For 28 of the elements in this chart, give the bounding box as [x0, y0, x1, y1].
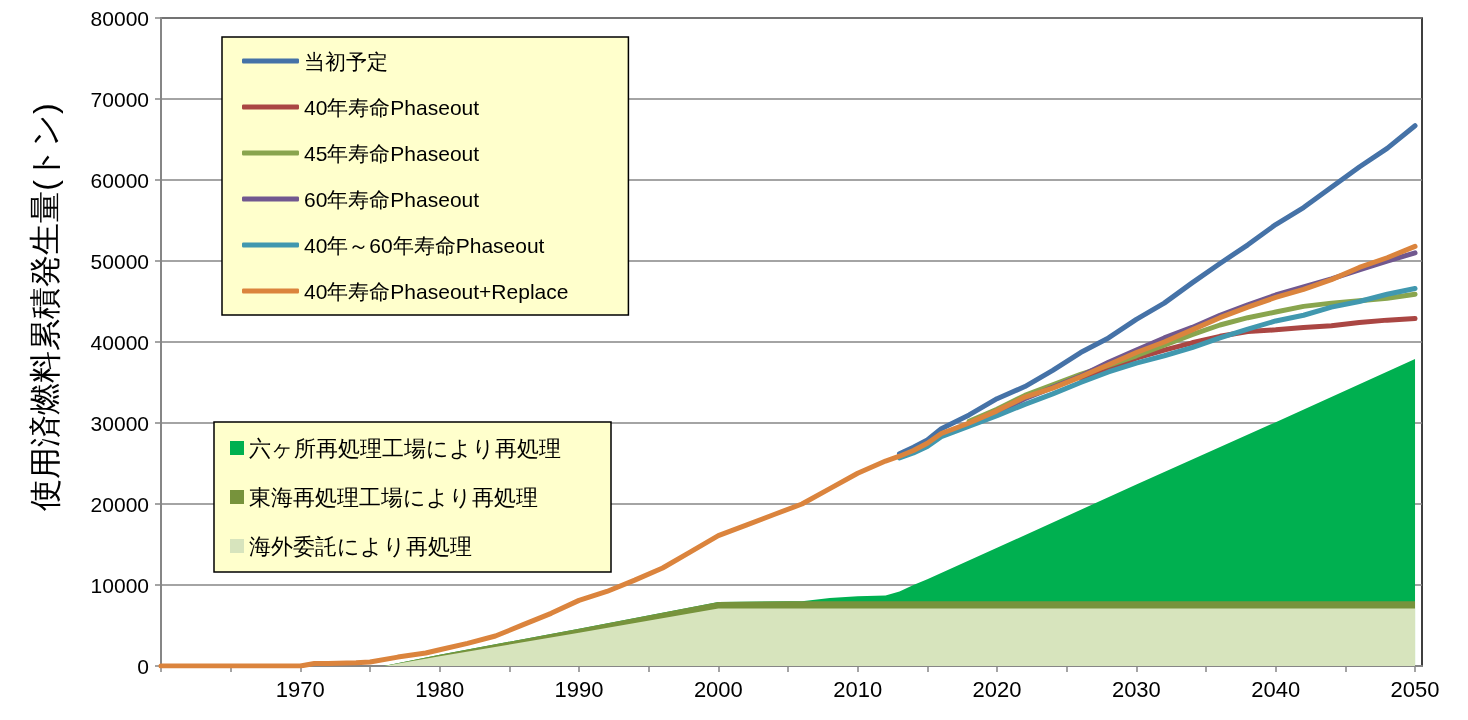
legend-label: 40年～60年寿命Phaseout [304, 233, 545, 257]
legend-label: 六ヶ所再処理工場により再処理 [249, 435, 561, 461]
y-axis-title: 使用済燃料累積発生量(トン) [27, 103, 63, 511]
legend-label: 45年寿命Phaseout [304, 141, 480, 165]
legend-label: 海外委託により再処理 [249, 533, 472, 559]
x-tick-label: 2000 [693, 676, 743, 702]
legend-label: 当初予定 [304, 49, 388, 73]
y-tick-label: 70000 [90, 87, 149, 111]
x-tick-label: 2010 [833, 676, 883, 702]
x-tick-label: 1980 [415, 676, 465, 702]
x-tick-label: 2030 [1111, 676, 1161, 702]
y-tick-label: 80000 [90, 6, 149, 30]
y-tick-label: 40000 [90, 330, 149, 354]
y-tick-label: 30000 [90, 411, 149, 435]
legend-label: 40年寿命Phaseout+Replace [304, 279, 569, 303]
x-tick-label: 1990 [554, 676, 604, 702]
y-tick-label: 10000 [90, 573, 149, 597]
x-tick-label: 2040 [1251, 676, 1301, 702]
y-tick-label: 50000 [90, 249, 149, 273]
x-tick-label: 1970 [275, 676, 325, 702]
legend-label: 東海再処理工場により再処理 [249, 484, 538, 510]
y-tick-label: 20000 [90, 492, 149, 516]
y-tick-label: 60000 [90, 168, 149, 192]
legend-label: 60年寿命Phaseout [304, 187, 480, 211]
y-tick-label: 0 [137, 654, 149, 678]
x-tick-label: 2050 [1390, 676, 1440, 702]
x-tick-label: 2020 [972, 676, 1022, 702]
legend-label: 40年寿命Phaseout [304, 95, 480, 119]
